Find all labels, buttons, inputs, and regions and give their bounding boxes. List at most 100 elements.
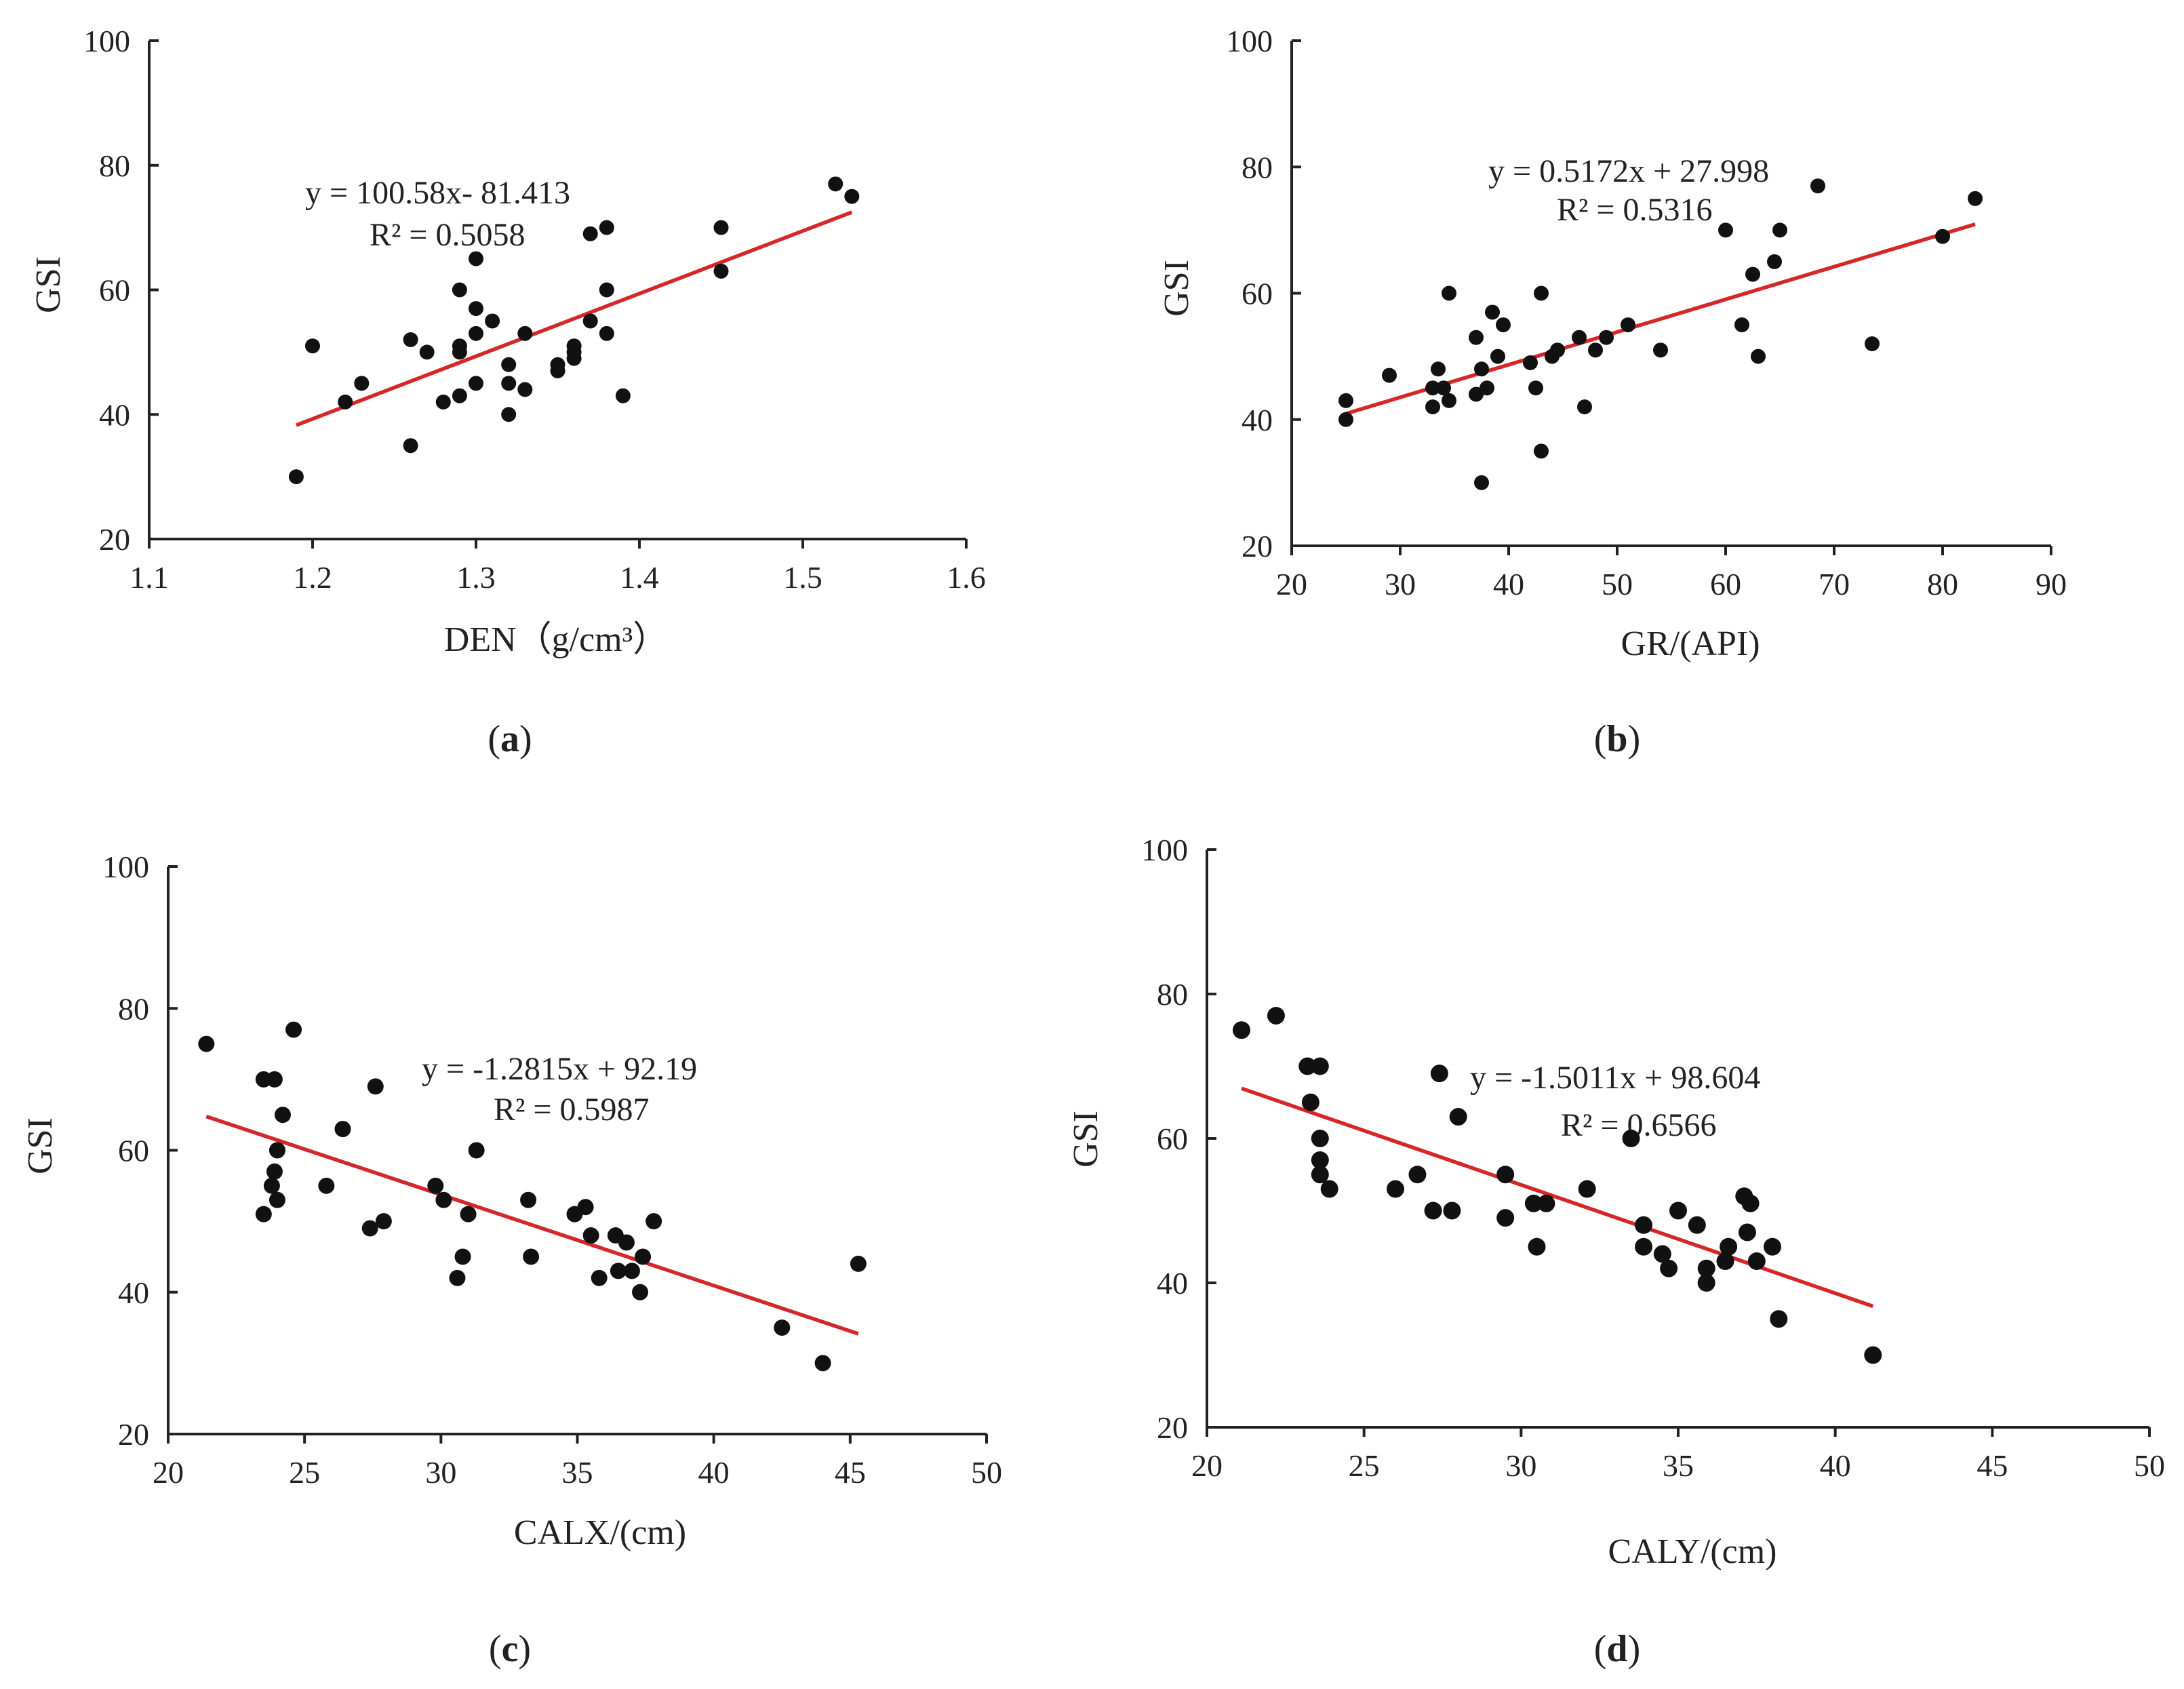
panel-b-data-point xyxy=(1751,349,1766,364)
panel-b-data-point xyxy=(1425,399,1440,415)
panel-c-trend-line xyxy=(205,1115,859,1336)
panel-a-x-tick-label: 1.1 xyxy=(130,560,169,595)
panel-c-data-point xyxy=(274,1107,291,1124)
panel-d-data-point xyxy=(1635,1237,1653,1256)
panel-d-x-axis-title: CALY/(cm) xyxy=(1608,1532,1777,1571)
panel-b-data-point xyxy=(1528,380,1543,396)
panel-d-data-point xyxy=(1311,1130,1329,1147)
panel-a-data-point xyxy=(615,388,631,403)
panel-d-data-point xyxy=(1528,1237,1546,1256)
panel-c-x-axis-title: CALX/(cm) xyxy=(514,1513,686,1552)
panel-c-data-point xyxy=(520,1191,537,1208)
panel-b-data-point xyxy=(1474,475,1489,490)
panel-b-data-point xyxy=(1865,336,1880,351)
panel-c-x-tick-label: 25 xyxy=(289,1455,320,1490)
panel-b-y-tick-label: 80 xyxy=(1242,150,1273,184)
panel-a-y-axis-title: GSI xyxy=(29,256,68,313)
panel-d-y-tick-label: 40 xyxy=(1157,1266,1188,1300)
panel-d-x-tick-label: 45 xyxy=(1977,1448,2008,1483)
panel-a-data-point xyxy=(469,376,483,391)
panel-a-data-point xyxy=(452,388,467,403)
panel-d-data-point xyxy=(1864,1346,1882,1364)
panel-d-y-tick-label: 20 xyxy=(1157,1410,1188,1445)
panel-d-data-point xyxy=(1496,1209,1515,1227)
panel-c-data-point xyxy=(318,1177,335,1194)
panel-d-y-tick-label: 100 xyxy=(1141,833,1188,867)
panel-b-data-point xyxy=(1772,222,1787,238)
panel-a-y-tick-label: 60 xyxy=(99,273,130,308)
panel-a-trend-line xyxy=(295,210,853,427)
panel-d-data-point xyxy=(1387,1180,1404,1198)
panel-b-r-squared: R² = 0.5316 xyxy=(1557,192,1712,228)
panel-a-data-point xyxy=(469,251,483,266)
panel-c-data-point xyxy=(435,1191,452,1208)
panel-c-data-point xyxy=(632,1284,649,1300)
panel-a-data-point xyxy=(469,301,483,317)
panel-c: GSI CALX/(cm) y = -1.2815x + 92.19 R² = … xyxy=(21,850,1002,1670)
panel-d-data-point xyxy=(1430,1065,1448,1083)
panel-a-data-point xyxy=(566,338,582,354)
panel-c-label: (c) xyxy=(489,1628,531,1670)
panel-a-data-point xyxy=(403,332,418,347)
panel-d-data-point xyxy=(1747,1252,1766,1271)
panel-b-data-point xyxy=(1523,355,1538,370)
panel-c-x-tick-label: 50 xyxy=(971,1455,1002,1490)
panel-d-x-tick-label: 35 xyxy=(1663,1448,1694,1483)
panel-d-data-point xyxy=(1653,1245,1671,1263)
panel-d-data-point xyxy=(1408,1166,1427,1184)
panel-c-x-tick-label: 40 xyxy=(698,1455,730,1490)
panel-d-data-point xyxy=(1424,1201,1442,1220)
panel-b-data-point xyxy=(1935,228,1950,244)
panel-b-x-tick-label: 80 xyxy=(1927,567,1958,601)
panel-b-y-tick-label: 40 xyxy=(1242,403,1273,437)
panel-d-data-point xyxy=(1622,1130,1640,1147)
panel-c-data-point xyxy=(454,1248,471,1265)
panel-d-data-point xyxy=(1311,1166,1329,1184)
panel-d-data-point xyxy=(1524,1194,1543,1212)
panel-b-data-point xyxy=(1718,222,1733,238)
panel-a-data-point xyxy=(305,338,320,354)
panel-b-data-point xyxy=(1442,285,1456,301)
panel-d-label: (d) xyxy=(1594,1628,1640,1670)
panel-b-data-point xyxy=(1577,399,1592,415)
panel-b-data-point xyxy=(1425,380,1440,396)
panel-d-data-point xyxy=(1716,1252,1734,1271)
panel-b: GSI GR/(API) y = 0.5172x + 27.998 R² = 0… xyxy=(1157,24,2067,760)
panel-a-data-point xyxy=(599,325,614,341)
panel-b-data-point xyxy=(1480,380,1494,396)
panel-b-data-point xyxy=(1653,342,1668,358)
panel-d: GSI CALY/(cm) y = -1.5011x + 98.604 R² =… xyxy=(1067,833,2165,1670)
panel-a-data-point xyxy=(501,357,517,372)
panel-a-data-point xyxy=(419,344,435,360)
panel-b-data-point xyxy=(1442,393,1456,408)
panel-b-data-point xyxy=(1474,361,1489,377)
panel-c-y-axis-title: GSI xyxy=(21,1117,60,1174)
panel-a-data-point xyxy=(435,394,451,410)
panel-c-data-point xyxy=(269,1191,285,1208)
panel-b-data-point xyxy=(1767,254,1782,269)
panel-a-data-point xyxy=(288,469,304,485)
panel-a-data-point xyxy=(582,313,598,329)
panel-d-x-tick-label: 20 xyxy=(1191,1448,1223,1483)
panel-d-data-point xyxy=(1496,1166,1515,1184)
panel-a-data-point xyxy=(485,313,500,329)
panel-d-label-letter: d xyxy=(1606,1628,1627,1670)
panel-b-data-point xyxy=(1382,367,1397,383)
panel-a-x-tick-label: 1.2 xyxy=(293,560,332,595)
panel-d-data-point xyxy=(1449,1108,1467,1126)
panel-a-y-tick-label: 40 xyxy=(99,397,130,432)
panel-a-data-point xyxy=(599,220,614,235)
panel-b-y-tick-label: 20 xyxy=(1242,529,1273,563)
panel-b-trend-line xyxy=(1345,222,1976,416)
panel-c-x-tick-label: 35 xyxy=(562,1455,593,1490)
panel-c-y-tick-label: 40 xyxy=(118,1275,149,1310)
panel-c-data-point xyxy=(814,1355,831,1372)
panel-b-data-point xyxy=(1431,361,1446,377)
panel-b-data-point xyxy=(1436,380,1451,396)
panel-c-data-point xyxy=(646,1213,662,1230)
panel-a-label-letter: a xyxy=(500,718,519,760)
panel-c-data-point xyxy=(623,1263,640,1279)
panel-a: GSI DEN（g/cm³） y = 100.58x- 81.413 R² = … xyxy=(29,24,986,760)
panel-c-data-point xyxy=(582,1227,599,1244)
